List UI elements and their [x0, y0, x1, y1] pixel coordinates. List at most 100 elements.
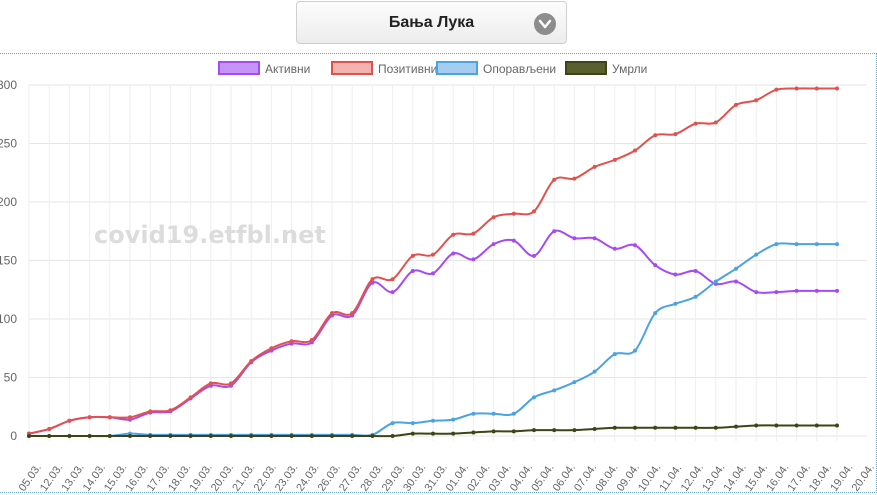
data-point	[612, 246, 617, 251]
data-point	[390, 277, 395, 282]
data-point	[390, 421, 395, 426]
data-point	[835, 288, 839, 293]
data-point	[532, 253, 536, 258]
data-point	[370, 434, 375, 438]
data-point	[552, 229, 557, 234]
data-point	[734, 102, 738, 107]
series-1	[27, 86, 839, 436]
data-point	[552, 388, 557, 393]
data-point	[451, 251, 456, 256]
data-point	[330, 311, 334, 316]
data-point	[814, 423, 819, 428]
legend-item[interactable]: Опорављени	[436, 61, 556, 76]
data-point	[774, 423, 779, 428]
series-3	[27, 423, 839, 438]
data-point	[552, 177, 557, 182]
y-tick-label: 100	[0, 312, 17, 326]
data-point	[491, 429, 496, 434]
data-point	[673, 425, 678, 430]
data-point	[309, 338, 314, 343]
region-selector-label: Бања Лука	[388, 13, 475, 31]
data-point	[835, 86, 839, 91]
data-point	[532, 395, 536, 400]
data-point	[572, 428, 577, 433]
data-point	[208, 434, 213, 438]
data-point	[612, 157, 617, 162]
data-point	[128, 434, 132, 438]
data-point	[633, 425, 637, 430]
data-point	[713, 425, 718, 430]
y-tick-label: 250	[0, 137, 17, 151]
data-point	[471, 231, 476, 236]
data-point	[774, 87, 779, 92]
data-point	[754, 98, 759, 103]
data-point	[653, 133, 658, 138]
data-point	[229, 434, 233, 438]
data-point	[511, 211, 516, 216]
data-point	[431, 418, 435, 423]
data-point	[249, 359, 254, 364]
data-point	[370, 277, 375, 282]
data-point	[168, 408, 173, 413]
data-point	[87, 415, 92, 420]
data-point	[693, 121, 698, 126]
legend: Активни Позитивни Опорављени Умрли	[218, 61, 647, 76]
data-point	[592, 369, 597, 374]
data-point	[693, 425, 698, 430]
data-point	[774, 242, 779, 247]
legend-item[interactable]: Умрли	[565, 61, 647, 76]
data-point	[471, 430, 476, 435]
data-point	[693, 269, 698, 274]
data-point	[653, 425, 658, 430]
data-point	[451, 431, 456, 436]
data-point	[794, 242, 799, 247]
data-point	[734, 266, 738, 271]
region-selector[interactable]: Бања Лука	[296, 1, 567, 44]
data-point	[431, 252, 435, 257]
data-point	[47, 434, 52, 438]
data-point	[431, 271, 435, 276]
x-axis-tick-labels: 05.03.12.03.13.03.14.03.15.03.16.03.17.0…	[17, 462, 877, 494]
data-point	[410, 431, 415, 436]
data-point	[754, 252, 759, 257]
y-tick-label: 50	[4, 371, 18, 385]
legend-label: Умрли	[612, 62, 647, 76]
series-lines	[27, 86, 839, 438]
data-point	[128, 415, 132, 420]
data-point	[390, 434, 395, 438]
data-point	[47, 426, 52, 431]
data-point	[208, 381, 213, 386]
legend-item[interactable]: Позитивни	[331, 61, 437, 76]
data-point	[511, 411, 516, 416]
data-point	[511, 238, 516, 243]
data-point	[471, 411, 476, 416]
data-point	[794, 86, 799, 91]
legend-swatch	[436, 61, 478, 75]
data-point	[673, 301, 678, 306]
legend-label: Опорављени	[483, 62, 556, 76]
data-point	[532, 209, 536, 214]
x-tick-label: 20.04.	[850, 462, 877, 494]
data-point	[27, 434, 31, 438]
data-point	[693, 294, 698, 299]
data-point	[612, 352, 617, 357]
legend-item[interactable]: Активни	[218, 61, 310, 76]
data-point	[673, 132, 678, 137]
data-point	[814, 86, 819, 91]
data-point	[330, 434, 334, 438]
data-point	[572, 236, 577, 241]
data-point	[451, 232, 456, 237]
data-point	[491, 411, 496, 416]
chevron-down-icon[interactable]	[534, 13, 556, 35]
data-point	[410, 253, 415, 258]
data-point	[633, 148, 637, 153]
data-point	[350, 434, 355, 438]
data-point	[491, 215, 496, 220]
data-point	[814, 288, 819, 293]
grid-lines	[28, 84, 867, 441]
data-point	[148, 434, 153, 438]
data-point	[451, 417, 456, 422]
data-point	[107, 434, 112, 438]
legend-swatch	[218, 61, 260, 75]
data-point	[713, 279, 718, 284]
